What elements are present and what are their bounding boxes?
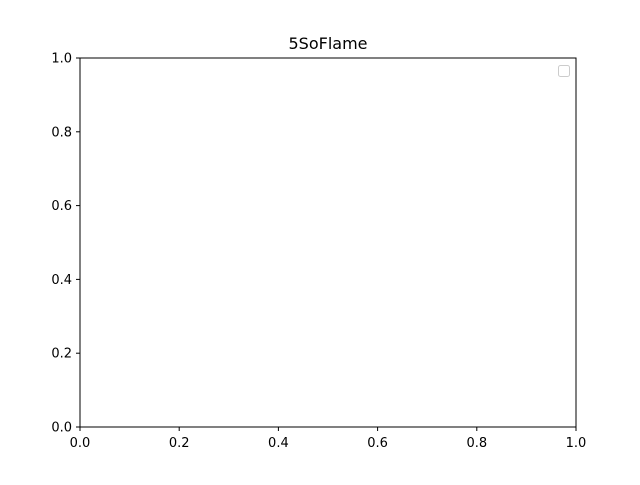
y-tick-label: 0.2 — [51, 347, 72, 362]
x-tick-label: 0.0 — [70, 436, 91, 451]
x-tick-label: 0.6 — [367, 436, 388, 451]
chart-title: 5SoFlame — [288, 34, 367, 53]
x-tick-label: 0.2 — [169, 436, 190, 451]
y-tick-label: 1.0 — [51, 52, 72, 67]
y-axis: 0.0 0.2 0.4 0.6 0.8 1.0 — [51, 52, 80, 436]
x-axis: 0.0 0.2 0.4 0.6 0.8 1.0 — [70, 427, 587, 451]
plot-area — [79, 57, 577, 428]
y-tick-label: 0.0 — [51, 421, 72, 436]
legend-box — [558, 65, 570, 77]
y-tick-label: 0.4 — [51, 273, 72, 288]
y-tick-label: 0.8 — [51, 125, 72, 140]
x-tick-label: 0.4 — [268, 436, 289, 451]
x-tick-label: 1.0 — [566, 436, 587, 451]
x-tick-label: 0.8 — [466, 436, 487, 451]
y-tick-label: 0.6 — [51, 199, 72, 214]
